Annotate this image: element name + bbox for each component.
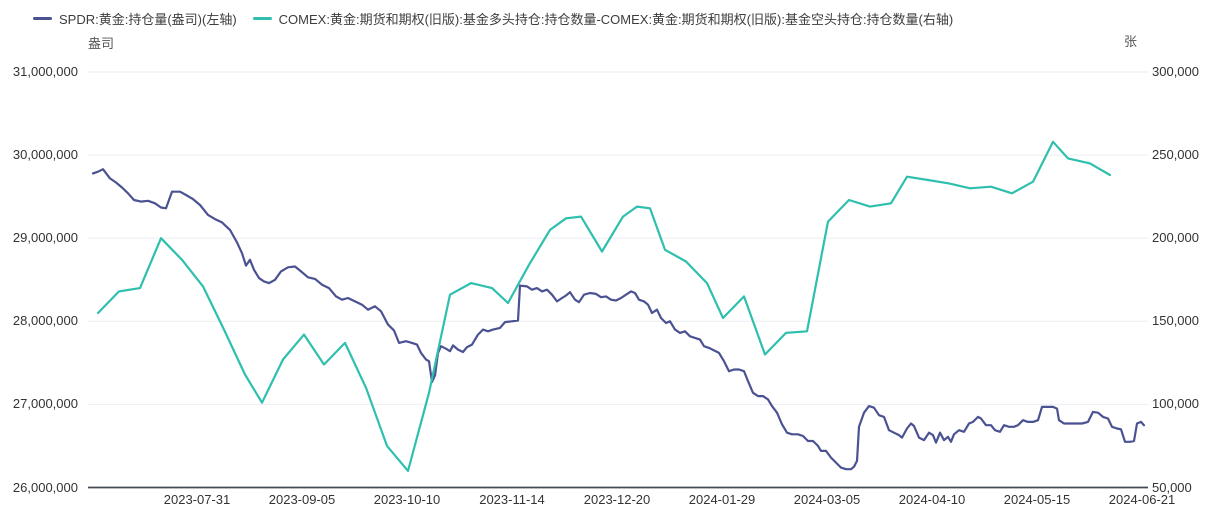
- series-line-spdr: [91, 168, 1146, 471]
- legend-label-comex: COMEX:黄金:期货和期权(旧版):基金多头持仓:持仓数量-COMEX:黄金:…: [278, 11, 954, 27]
- left-axis-tick-label: 29,000,000: [12, 230, 78, 245]
- x-axis-tick-label: 2023-09-05: [268, 492, 336, 507]
- x-axis-tick-label: 2023-07-31: [163, 492, 231, 507]
- x-axis-tick-label: 2024-03-05: [793, 492, 861, 507]
- right-axis-tick-label: 200,000: [1152, 230, 1199, 245]
- legend-item-comex: COMEX:黄金:期货和期权(旧版):基金多头持仓:持仓数量-COMEX:黄金:…: [252, 9, 954, 28]
- right-axis-tick-label: 50,000: [1152, 480, 1192, 495]
- right-axis-tick-label: 250,000: [1152, 147, 1199, 162]
- x-axis-tick-label: 2023-12-20: [583, 492, 651, 507]
- x-axis-tick-label: 2024-05-15: [1003, 492, 1071, 507]
- spdr-series-swatch: [33, 16, 52, 20]
- left-axis-tick-label: 30,000,000: [12, 147, 78, 162]
- x-axis-tick-label: 2024-01-29: [688, 492, 756, 507]
- series-line-comex: [96, 140, 1112, 472]
- right-axis-tick-label: 150,000: [1152, 313, 1199, 328]
- right-axis-tick-label: 100,000: [1152, 396, 1199, 411]
- right-axis-tick-label: 300,000: [1152, 64, 1199, 79]
- left-axis-tick-label: 27,000,000: [12, 396, 78, 411]
- x-axis-tick-label: 2024-06-21: [1108, 492, 1176, 507]
- legend-item-spdr: SPDR:黄金:持仓量(盎司)(左轴): [33, 9, 237, 28]
- left-axis-tick-label: 28,000,000: [12, 313, 78, 328]
- legend-label-spdr: SPDR:黄金:持仓量(盎司)(左轴): [59, 11, 237, 27]
- legend: SPDR:黄金:持仓量(盎司)(左轴) COMEX:黄金:期货和期权(旧版):基…: [33, 9, 953, 27]
- right-axis-unit: 张: [1124, 34, 1138, 49]
- left-axis-unit: 盎司: [88, 36, 115, 51]
- left-axis-tick-label: 31,000,000: [12, 64, 78, 79]
- left-axis-tick-label: 26,000,000: [12, 480, 78, 495]
- comex-series-swatch: [252, 16, 272, 20]
- x-axis-tick-label: 2023-11-14: [479, 492, 545, 507]
- x-axis-tick-label: 2024-04-10: [898, 492, 966, 507]
- x-axis-tick-label: 2023-10-10: [373, 492, 441, 507]
